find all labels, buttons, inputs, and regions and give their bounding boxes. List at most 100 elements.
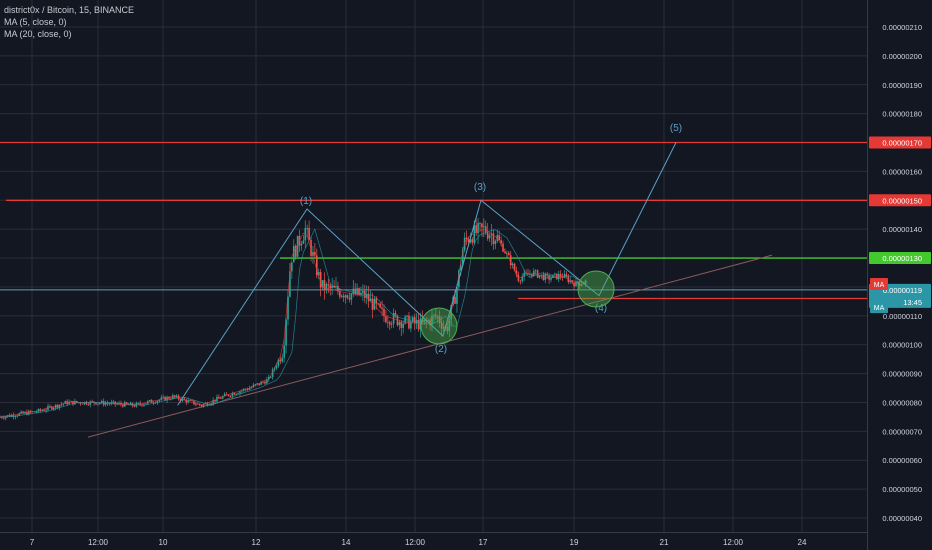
candle-body (179, 399, 182, 401)
candle-body (292, 245, 295, 263)
candle-body (4, 416, 7, 419)
candle-body (523, 272, 525, 277)
candle-body (221, 396, 224, 399)
candle-body (398, 321, 401, 326)
candle-body (396, 315, 399, 326)
candle-body (494, 240, 497, 244)
candle-body (456, 287, 458, 304)
candle-body (529, 273, 531, 275)
price-line-label: 0.00000170 (882, 139, 922, 148)
candle-body (346, 295, 349, 298)
candle-body (10, 414, 13, 417)
candle-body (166, 396, 168, 401)
candle-body (241, 390, 243, 392)
candle-body (492, 233, 495, 244)
candle-body (62, 403, 65, 405)
candle-body (256, 383, 259, 385)
candle-body (582, 283, 585, 285)
y-tick-label: 0.00000070 (882, 427, 922, 436)
candle-body (316, 255, 318, 276)
candle-body (54, 404, 57, 408)
candle-body (342, 295, 345, 298)
candle-body (417, 319, 420, 330)
candle-body (254, 384, 257, 386)
ma20-line (0, 228, 588, 418)
candle-body (387, 322, 389, 323)
candle-body (231, 393, 234, 396)
candle-body (333, 285, 335, 288)
wave-label: (3) (474, 182, 486, 193)
candle-body (0, 416, 1, 418)
chart-legend: district0x / Bitcoin, 15, BINANCE MA (5,… (4, 4, 134, 40)
candle-body (122, 404, 124, 407)
candle-body (527, 272, 529, 275)
candle-body (410, 321, 412, 329)
y-tick-label: 0.00000180 (882, 110, 922, 119)
candle-body (569, 280, 572, 282)
x-tick-label: 12:00 (723, 538, 744, 547)
candle-body (39, 409, 42, 411)
candle-body (129, 402, 132, 405)
candle-body (402, 323, 404, 329)
candle-body (540, 274, 543, 276)
candle-body (358, 288, 360, 295)
elliott-wave-path (177, 142, 677, 406)
candle-body (210, 403, 212, 405)
candle-body (448, 319, 451, 332)
candle-body (388, 322, 391, 325)
candle-body (404, 316, 406, 324)
candle-body (519, 280, 522, 282)
candle-body (508, 252, 510, 256)
candle-body (356, 288, 358, 295)
candle-body (423, 319, 426, 323)
candle-body (400, 321, 403, 329)
candle-body (99, 403, 101, 404)
candle-body (212, 399, 214, 404)
x-tick-label: 7 (30, 538, 35, 547)
candle-body (79, 402, 82, 404)
candle-body (496, 235, 499, 241)
candle-body (323, 280, 326, 291)
y-tick-label: 0.00000060 (882, 456, 922, 465)
candle-body (469, 239, 472, 243)
candle-body (557, 274, 560, 280)
candle-body (538, 275, 541, 278)
candle-body (133, 405, 136, 407)
candle-body (415, 319, 418, 324)
candle-body (461, 249, 464, 266)
candle-body (484, 226, 487, 233)
candle-body (379, 303, 381, 308)
candle-body (20, 411, 22, 414)
candle-body (340, 295, 343, 297)
y-tick-label: 0.00000200 (882, 52, 922, 61)
candle-body (385, 316, 387, 323)
candle-body (233, 393, 236, 395)
candle-body (125, 402, 128, 404)
candle-body (283, 345, 285, 358)
price-line-badge (869, 252, 931, 265)
x-tick-label: 12:00 (405, 538, 426, 547)
candle-body (49, 406, 51, 407)
y-tick-label: 0.00000090 (882, 370, 922, 379)
y-tick-label: 0.00000140 (882, 225, 922, 234)
candle-body (442, 327, 445, 329)
candle-body (3, 417, 5, 419)
symbol-title: district0x / Bitcoin, 15, BINANCE (4, 5, 135, 15)
candle-body (365, 293, 368, 298)
current-price-label: 0.00000119 (883, 286, 922, 295)
candle-body (18, 413, 20, 416)
candle-body (362, 290, 364, 293)
candle-body (433, 314, 435, 316)
candle-body (504, 251, 506, 254)
candle-body (81, 403, 84, 405)
x-tick-label: 17 (479, 538, 488, 547)
candle-body (302, 240, 305, 244)
candle-body (95, 403, 97, 405)
y-tick-label: 0.00000050 (882, 485, 922, 494)
candle-body (145, 403, 147, 405)
candle-body (348, 297, 351, 300)
candle-body (198, 403, 201, 405)
countdown-label: 13:45 (903, 298, 922, 307)
